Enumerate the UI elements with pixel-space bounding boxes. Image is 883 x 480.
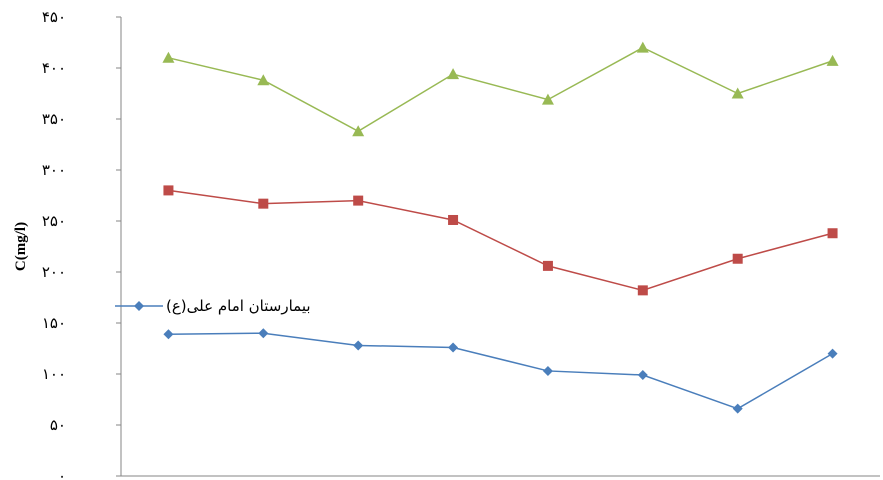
series-2 — [163, 185, 838, 296]
data-point — [542, 260, 553, 271]
triangle-marker — [636, 41, 649, 53]
data-point — [162, 51, 175, 63]
y-axis-ticks: ۰ ۵۰ ۱۰۰ ۱۵۰ ۲۰۰ ۲۵۰ ۳۰۰ ۳۵۰ ۴۰۰ ۴۵۰ — [42, 8, 121, 480]
chart-axes — [120, 17, 880, 477]
data-point — [258, 328, 269, 339]
diamond-marker — [258, 328, 269, 339]
series-line — [168, 332, 833, 410]
triangle-marker — [162, 51, 175, 63]
triangle-marker — [352, 125, 365, 137]
y-tick-label: ۴۵۰ — [42, 8, 66, 26]
legend-item: بیمارستان امام علی(ع) — [115, 297, 311, 315]
legend-marker — [134, 301, 144, 311]
y-tick-label: ۵۰ — [50, 416, 66, 434]
series-line — [168, 46, 833, 133]
data-point — [448, 214, 459, 225]
y-tick-label: ۳۰۰ — [42, 161, 66, 179]
data-point — [352, 125, 365, 137]
triangle-marker — [447, 68, 460, 80]
data-point — [826, 54, 839, 66]
y-tick-label: ۴۰۰ — [42, 59, 66, 77]
square-marker — [637, 285, 648, 296]
triangle-marker — [826, 54, 839, 66]
data-point — [827, 228, 838, 239]
diamond-marker — [134, 301, 144, 311]
series-layer — [162, 41, 839, 414]
y-tick-label: ۱۵۰ — [42, 314, 66, 332]
data-point — [163, 185, 174, 196]
diamond-marker — [448, 342, 459, 353]
y-tick-label: ۲۰۰ — [42, 263, 66, 281]
y-tick-label: ۲۵۰ — [42, 212, 66, 230]
triangle-marker — [731, 87, 744, 99]
data-point — [257, 74, 270, 86]
data-point — [637, 370, 648, 381]
diamond-marker — [637, 370, 648, 381]
triangle-marker — [257, 74, 270, 86]
y-tick-label: ۳۵۰ — [42, 110, 66, 128]
triangle-marker — [541, 93, 554, 105]
data-point — [732, 403, 743, 414]
legend-label: بیمارستان امام علی(ع) — [166, 297, 311, 315]
data-point — [353, 340, 364, 351]
series-1 — [163, 328, 838, 414]
data-point — [732, 253, 743, 264]
data-point — [541, 93, 554, 105]
square-marker — [163, 185, 174, 196]
y-tick-label: ۰ — [58, 467, 66, 480]
y-tick-label: ۱۰۰ — [42, 365, 66, 383]
series-3 — [162, 41, 839, 137]
data-point — [258, 198, 269, 209]
square-marker — [827, 228, 838, 239]
data-point — [447, 68, 460, 80]
diamond-marker — [542, 365, 553, 376]
diamond-marker — [163, 329, 174, 340]
legend: بیمارستان امام علی(ع) — [115, 297, 311, 315]
square-marker — [732, 253, 743, 264]
diamond-marker — [827, 348, 838, 359]
data-point — [448, 342, 459, 353]
data-point — [827, 348, 838, 359]
diamond-marker — [732, 403, 743, 414]
data-point — [353, 195, 364, 206]
data-point — [163, 329, 174, 340]
data-point — [636, 41, 649, 53]
square-marker — [353, 195, 364, 206]
data-point — [637, 285, 648, 296]
data-point — [542, 365, 553, 376]
square-marker — [448, 214, 459, 225]
square-marker — [542, 260, 553, 271]
data-point — [731, 87, 744, 99]
y-axis-label: C(mg/l) — [13, 222, 29, 271]
series-line — [168, 189, 833, 292]
square-marker — [258, 198, 269, 209]
diamond-marker — [353, 340, 364, 351]
